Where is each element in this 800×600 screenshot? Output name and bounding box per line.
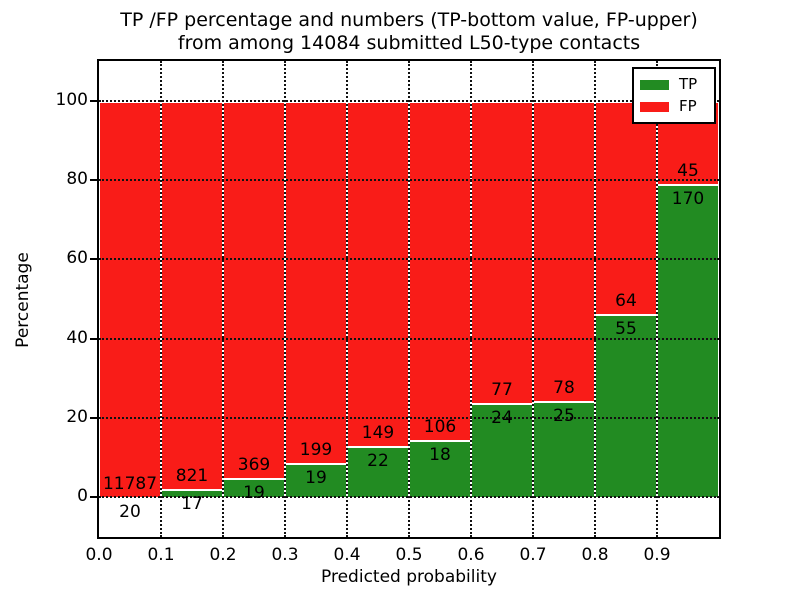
chart-title-line2: from among 14084 submitted L50-type cont… <box>177 32 641 54</box>
bar-segment-fp <box>409 100 471 440</box>
x-tick-label: 0.5 <box>395 545 423 565</box>
bar-segment-tp <box>285 462 347 498</box>
y-tick-mark <box>90 179 97 181</box>
y-tick-mark <box>90 99 97 102</box>
bar-segment-tp <box>533 401 595 498</box>
y-tick-mark <box>90 337 97 340</box>
x-tick-label: 0.9 <box>643 545 671 565</box>
x-tick-label: 0.2 <box>209 545 237 565</box>
bar-segment-fp <box>347 100 409 447</box>
gridline-vertical <box>346 61 348 537</box>
gridline-vertical <box>470 61 472 537</box>
bar-segment-tp <box>347 446 409 498</box>
bar-segment-fp <box>99 100 161 497</box>
legend-swatch-tp <box>640 79 669 90</box>
legend-entry-tp: TP <box>640 75 708 94</box>
gridline-horizontal <box>99 337 719 340</box>
x-tick-label: 0.8 <box>581 545 609 565</box>
legend-label-fp: FP <box>679 97 697 115</box>
legend-swatch-fp <box>640 101 669 112</box>
y-tick-label: 100 <box>55 89 88 110</box>
gridline-vertical <box>160 61 162 537</box>
gridline-vertical <box>222 61 224 537</box>
legend-entry-fp: FP <box>640 97 708 116</box>
plot-area: TP FP 11787 20 821 17 369 19 199 19 149 22 106 18 77… <box>99 61 719 537</box>
y-tick-label: 20 <box>66 407 88 427</box>
x-tick-label: 0.0 <box>85 545 113 565</box>
legend-label-tp: TP <box>679 75 698 93</box>
x-axis-label: Predicted probability <box>321 567 497 587</box>
bar-segment-fp <box>533 100 595 402</box>
gridline-vertical <box>594 61 596 537</box>
x-tick-label: 0.3 <box>271 545 299 565</box>
x-tick-label: 0.7 <box>519 545 547 565</box>
bar-segment-fp <box>161 100 223 490</box>
gridline-horizontal <box>99 258 719 261</box>
gridline-vertical <box>656 61 658 537</box>
y-tick-mark <box>90 417 97 419</box>
x-tick-label: 0.4 <box>333 545 361 565</box>
gridline-horizontal <box>99 496 719 499</box>
bar-segment-fp <box>223 100 285 478</box>
bar-segment-tp <box>657 183 719 498</box>
gridline-horizontal <box>99 99 719 102</box>
y-tick-mark <box>90 258 97 261</box>
chart-title: TP /FP percentage and numbers (TP-bottom… <box>97 9 721 55</box>
gridline-horizontal <box>99 417 719 419</box>
y-tick-label: 0 <box>77 486 88 507</box>
gridline-vertical <box>408 61 410 537</box>
gridline-horizontal <box>99 179 719 181</box>
x-tick-label: 0.6 <box>457 545 485 565</box>
bar-segment-tp <box>595 314 657 498</box>
bar-segment-fp <box>595 100 657 314</box>
bar-segment-tp <box>223 477 285 498</box>
y-tick-label: 60 <box>66 248 88 269</box>
gridline-vertical <box>532 61 534 537</box>
bar-segment-tp <box>409 439 471 498</box>
y-tick-mark <box>90 496 97 499</box>
tp-count-label: 20 <box>119 501 141 522</box>
y-tick-label: 80 <box>66 169 88 189</box>
gridline-vertical <box>284 61 286 537</box>
x-tick-label: 0.1 <box>147 545 175 565</box>
chart-title-line1: TP /FP percentage and numbers (TP-bottom… <box>120 9 698 31</box>
y-tick-label: 40 <box>66 327 88 348</box>
legend: TP FP <box>632 67 716 124</box>
bar-segment-fp <box>471 100 533 404</box>
bar-segment-fp <box>285 100 347 463</box>
